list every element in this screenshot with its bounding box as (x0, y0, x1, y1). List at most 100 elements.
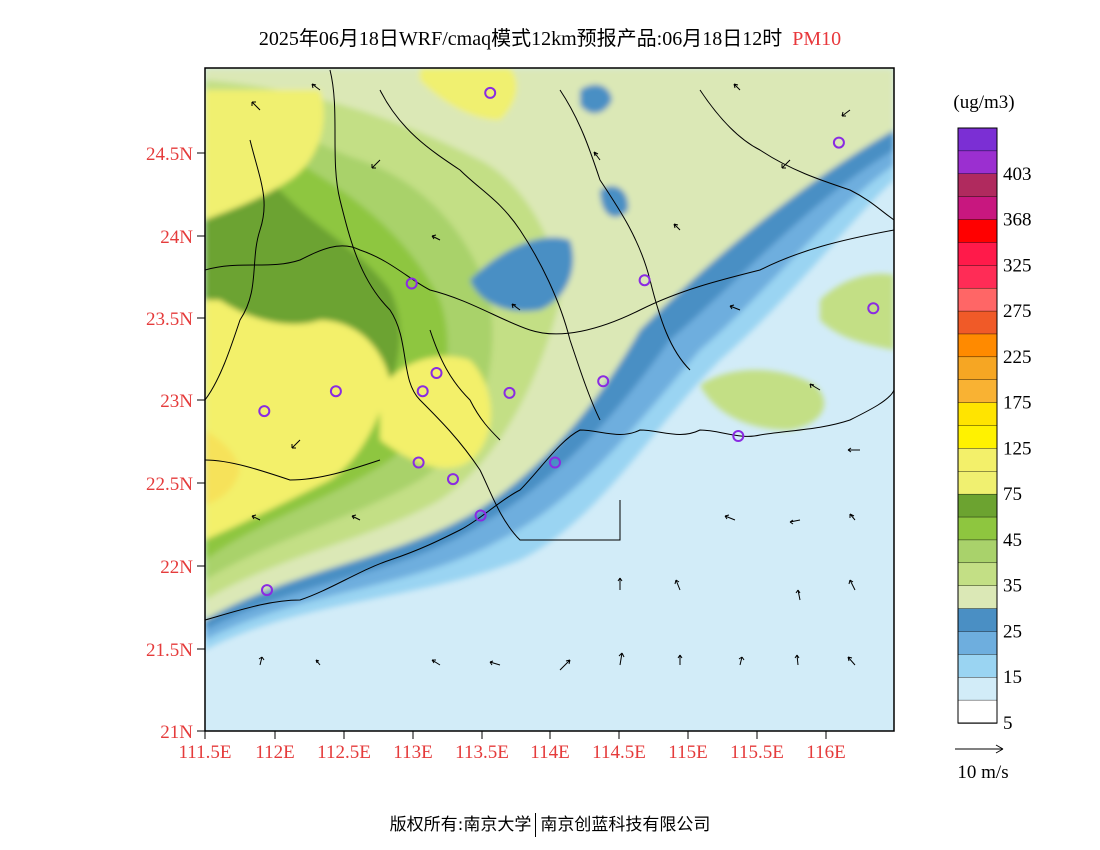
site-marker (832, 136, 845, 149)
wind-arrow (733, 83, 741, 91)
lon-tick-label: 116E (806, 742, 845, 763)
colorbar-labels: 403 368 325 275 225 175 125 75 45 35 25 15 5 (1003, 164, 1032, 734)
colorbar-swatch (957, 127, 998, 152)
concentration-field (205, 68, 894, 731)
site-marker (474, 509, 487, 522)
wind-arrow (431, 234, 441, 241)
wind-reference-label: 10 m/s (957, 762, 1008, 783)
colorbar-label: 45 (1003, 530, 1022, 551)
lon-tick-label: 113.5E (455, 742, 509, 763)
colorbar-swatch (957, 402, 998, 427)
colorbar-swatch (957, 631, 998, 656)
wind-reference: 10 m/s (955, 744, 1009, 783)
lon-tick-label: 112E (255, 742, 294, 763)
wind-arrow (794, 654, 800, 666)
colorbar-swatch (957, 265, 998, 289)
colorbar-swatch (957, 654, 998, 678)
wind-arrow (251, 101, 261, 111)
colorbar-swatch (957, 287, 998, 312)
wind-arrow (618, 652, 625, 666)
colorbar-swatch (957, 379, 998, 404)
wind-arrow (809, 383, 821, 391)
site-marker (405, 277, 418, 290)
wind-arrow (559, 659, 571, 671)
colorbar-swatch (957, 150, 998, 175)
wind-arrow (251, 514, 261, 521)
colorbar-label: 5 (1003, 713, 1013, 734)
longitude-axis: 111.5E 112E 112.5E 113E 113.5E 114E 114.… (179, 731, 846, 763)
colorbar-unit: (ug/m3) (953, 92, 1014, 113)
colorbar (957, 127, 998, 724)
colorbar-swatch (957, 219, 998, 244)
colorbar-label: 275 (1003, 301, 1032, 322)
site-marker (549, 456, 561, 469)
colorbar-label: 25 (1003, 621, 1022, 642)
lon-tick-label: 115E (668, 742, 707, 763)
wind-arrow (847, 447, 860, 453)
wind-arrow (789, 519, 801, 525)
colorbar-swatch (957, 516, 998, 541)
latitude-axis: 24.5N 24N 23.5N 23N 22.5N 22N 21.5N 21N (146, 144, 205, 743)
copyright-footer: 版权所有:南京大学 南京创蓝科技有限公司 (0, 810, 1100, 837)
chart-title: 2025年06月18日WRF/cmaq模式12km预报产品:06月18日12时 P… (0, 22, 1100, 51)
site-marker (430, 367, 443, 379)
site-marker (638, 274, 651, 287)
colorbar-label: 368 (1003, 210, 1032, 231)
lon-tick-label: 113E (393, 742, 432, 763)
title-main: 2025年06月18日WRF/cmaq模式12km预报产品:06月18日12时 (258, 28, 783, 50)
lon-tick-label: 115.5E (730, 742, 784, 763)
wind-arrow (795, 589, 801, 601)
lat-tick-label: 24N (160, 227, 193, 248)
boundary-lines (205, 69, 894, 621)
site-marker (416, 385, 429, 398)
wind-arrow (841, 109, 851, 117)
site-marker (503, 386, 516, 399)
colorbar-swatch (957, 608, 998, 633)
colorbar-swatch (957, 196, 998, 221)
site-marker (412, 456, 425, 469)
wind-arrow (849, 513, 856, 521)
colorbar-swatch (957, 242, 998, 266)
lat-tick-label: 24.5N (146, 144, 193, 165)
colorbar-swatch (957, 493, 998, 518)
lon-tick-label: 114.5E (592, 742, 646, 763)
colorbar-swatch (957, 471, 998, 495)
wind-arrow (781, 159, 791, 169)
colorbar-label: 325 (1003, 255, 1032, 276)
footer-left: 版权所有:南京大学 (389, 815, 532, 835)
site-marker (867, 302, 880, 315)
title-variable: PM10 (792, 28, 842, 50)
wind-arrow (371, 159, 381, 169)
lat-tick-label: 23N (160, 391, 193, 412)
footer-separator (535, 813, 537, 837)
site-marker (484, 86, 497, 99)
wind-arrow (674, 579, 681, 591)
colorbar-swatch (957, 310, 998, 335)
lat-tick-label: 22.5N (146, 474, 193, 495)
colorbar-label: 225 (1003, 347, 1032, 368)
colorbar-swatch (957, 173, 998, 198)
wind-arrow (431, 659, 441, 666)
lat-tick-label: 21.5N (146, 640, 193, 661)
colorbar-swatch (957, 448, 998, 472)
monitoring-sites (258, 86, 880, 597)
wind-arrow (617, 577, 623, 590)
colorbar-swatch (957, 699, 998, 724)
site-marker (597, 375, 610, 388)
wind-arrow (729, 304, 741, 311)
lon-tick-label: 114E (530, 742, 569, 763)
wind-arrow (311, 83, 321, 91)
colorbar-swatch (957, 333, 998, 358)
lat-tick-label: 23.5N (146, 309, 193, 330)
wind-arrow (489, 660, 501, 666)
wind-arrow (738, 656, 745, 666)
wind-arrow (258, 656, 265, 666)
site-marker (732, 430, 745, 442)
colorbar-swatch (957, 425, 998, 450)
wind-arrow (677, 654, 683, 665)
site-marker (329, 385, 342, 398)
site-marker (261, 584, 273, 597)
wind-arrow (847, 656, 856, 666)
wind-arrow (291, 439, 301, 449)
